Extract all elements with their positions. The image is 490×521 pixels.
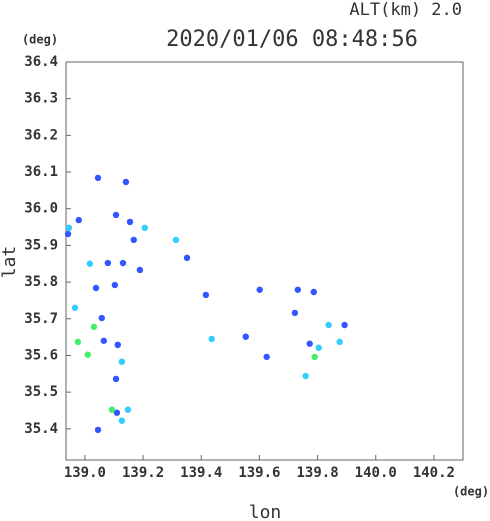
- chart-subtitle: ALT(km) 2.0: [349, 0, 462, 20]
- y-tick-label: 36.2: [24, 127, 58, 143]
- echo-point: [64, 230, 72, 238]
- y-tick-label: 36.0: [24, 201, 58, 217]
- echo-point: [108, 406, 116, 413]
- echo-point: [84, 351, 92, 358]
- echo-point: [341, 321, 348, 329]
- echo-point: [118, 417, 126, 424]
- chart-title: 2020/01/06 08:48:56: [166, 27, 418, 52]
- echo-point: [86, 260, 94, 267]
- echo-point: [256, 286, 263, 293]
- echo-point: [75, 216, 82, 224]
- x-axis-label: lon: [249, 502, 282, 521]
- y-tick-label: 35.8: [24, 274, 58, 290]
- x-tick-label: 139.8: [297, 465, 339, 481]
- echo-point: [302, 372, 309, 380]
- echo-point: [113, 409, 121, 416]
- echo-point: [336, 338, 343, 346]
- echo-point: [111, 281, 119, 289]
- y-axis-label: lat: [0, 246, 20, 279]
- echo-point: [112, 211, 120, 219]
- echo-point: [124, 406, 132, 413]
- y-tick-label: 35.6: [24, 347, 58, 363]
- y-tick-label: 35.5: [24, 384, 58, 400]
- echo-point: [100, 337, 108, 344]
- echo-point: [294, 286, 302, 293]
- echo-point: [183, 254, 191, 262]
- echo-point: [136, 266, 144, 274]
- y-tick-label: 35.4: [24, 421, 58, 437]
- echo-point: [311, 353, 318, 361]
- x-unit: (deg): [453, 485, 489, 499]
- y-tick-label: 36.1: [24, 164, 58, 180]
- echo-point: [114, 341, 121, 349]
- echo-point: [118, 358, 126, 365]
- echo-point: [242, 333, 249, 340]
- echo-point: [172, 236, 180, 244]
- plot-frame: [65, 61, 464, 461]
- echo-point: [104, 259, 112, 267]
- echo-point: [315, 344, 322, 351]
- echo-point: [119, 259, 127, 267]
- echo-point: [325, 321, 332, 329]
- echo-point: [71, 304, 79, 311]
- y-unit: (deg): [22, 33, 58, 47]
- x-tick-label: 140.0: [355, 465, 397, 481]
- y-tick-label: 35.7: [24, 311, 58, 327]
- echo-point: [310, 288, 317, 296]
- y-tick-label: 36.4: [24, 54, 58, 70]
- echo-point: [94, 174, 102, 182]
- echo-point: [74, 338, 82, 346]
- echo-point: [98, 314, 105, 322]
- y-tick-label: 36.3: [24, 91, 58, 107]
- echo-point: [122, 178, 130, 186]
- echo-point: [94, 426, 102, 434]
- echo-point: [208, 335, 215, 343]
- echo-point: [92, 284, 100, 292]
- y-tick-label: 35.9: [24, 237, 58, 253]
- x-tick-label: 139.0: [64, 465, 106, 481]
- echo-point: [141, 224, 149, 232]
- echo-point: [202, 291, 210, 299]
- x-tick-label: 139.4: [180, 465, 222, 481]
- echo-point: [130, 236, 137, 244]
- echo-point: [90, 323, 98, 331]
- x-tick-label: 140.2: [413, 465, 455, 481]
- x-tick-label: 139.2: [122, 465, 164, 481]
- x-tick-label: 139.6: [238, 465, 280, 481]
- echo-point: [112, 375, 120, 383]
- echo-point: [291, 309, 299, 317]
- echo-point: [65, 224, 73, 232]
- echo-point: [126, 218, 134, 226]
- echo-point: [306, 340, 313, 347]
- echo-point: [263, 353, 270, 361]
